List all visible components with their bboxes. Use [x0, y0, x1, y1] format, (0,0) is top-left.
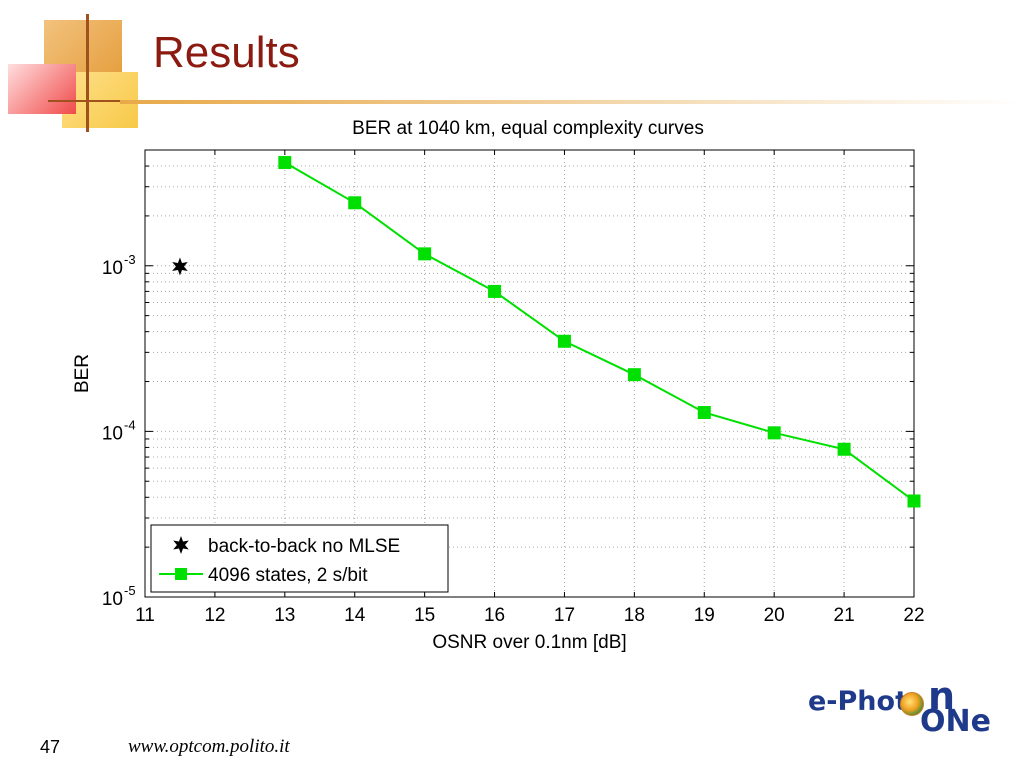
- data-point-square: [488, 284, 502, 298]
- y-tick-label: 10: [102, 589, 123, 610]
- y-tick-label-exponent: -4: [124, 417, 136, 432]
- legend-swatch-square: [175, 568, 187, 580]
- x-tick-label: 11: [135, 605, 155, 626]
- chart-title: BER at 1040 km, equal complexity curves: [352, 118, 704, 139]
- x-tick-label: 21: [834, 605, 855, 626]
- vertical-rule: [86, 14, 89, 132]
- legend: back-to-back no MLSE 4096 states, 2 s/bit: [150, 524, 449, 593]
- x-tick-label: 16: [484, 605, 505, 626]
- x-tick-label: 12: [204, 605, 225, 626]
- slide-title: Results: [153, 28, 300, 77]
- x-axis-label: OSNR over 0.1nm [dB]: [432, 632, 626, 653]
- data-point-square: [697, 406, 711, 420]
- series: [172, 156, 921, 508]
- legend-label: 4096 states, 2 s/bit: [208, 565, 368, 586]
- data-point-square: [278, 156, 292, 170]
- title-underline: [120, 100, 1020, 104]
- y-tick-label: 10: [102, 423, 123, 444]
- logo-text-part1: e-Phot: [808, 686, 908, 717]
- data-point-square: [767, 426, 781, 440]
- horizontal-rule: [48, 100, 138, 102]
- data-point-star: [172, 257, 188, 276]
- data-point-square: [557, 334, 571, 348]
- x-tick-label: 22: [903, 605, 924, 626]
- e-photon-one-logo: e-Phot n ONe: [808, 674, 1008, 742]
- x-tick-label: 19: [694, 605, 715, 626]
- data-point-square: [837, 442, 851, 456]
- data-point-square: [907, 494, 921, 508]
- series-line-1: [284, 161, 915, 502]
- x-tick-label: 18: [624, 605, 645, 626]
- data-point-square: [418, 247, 432, 261]
- x-tick-label: 14: [344, 605, 366, 626]
- x-tick-label: 13: [274, 605, 295, 626]
- logo-text-part2: ONe: [920, 704, 991, 739]
- red-square: [8, 64, 76, 114]
- footer-url[interactable]: www.optcom.polito.it: [128, 736, 290, 757]
- plot-frame: [144, 149, 915, 598]
- y-tick-label: 10: [102, 258, 123, 279]
- axis-ticks: [144, 149, 915, 598]
- x-tick-label: 17: [554, 605, 575, 626]
- y-tick-label-exponent: -3: [124, 252, 136, 267]
- data-point-square: [348, 196, 362, 210]
- y-axis-label: BER: [72, 354, 93, 393]
- y-tick-labels: 10-510-410-3: [102, 252, 136, 610]
- slide-number: 47: [40, 737, 61, 757]
- x-tick-labels: 11 12 13 14 15 16 17 18 19 20 21 22: [135, 605, 924, 626]
- legend-label: back-to-back no MLSE: [208, 536, 400, 557]
- globe-icon: [900, 692, 924, 716]
- logo-text-part1-end: n: [928, 674, 956, 718]
- x-tick-label: 20: [764, 605, 785, 626]
- legend-box: [150, 524, 449, 593]
- legend-swatch-star: [173, 536, 189, 554]
- y-tick-label-exponent: -5: [124, 583, 136, 598]
- data-point-square: [627, 368, 641, 382]
- x-tick-label: 15: [414, 605, 435, 626]
